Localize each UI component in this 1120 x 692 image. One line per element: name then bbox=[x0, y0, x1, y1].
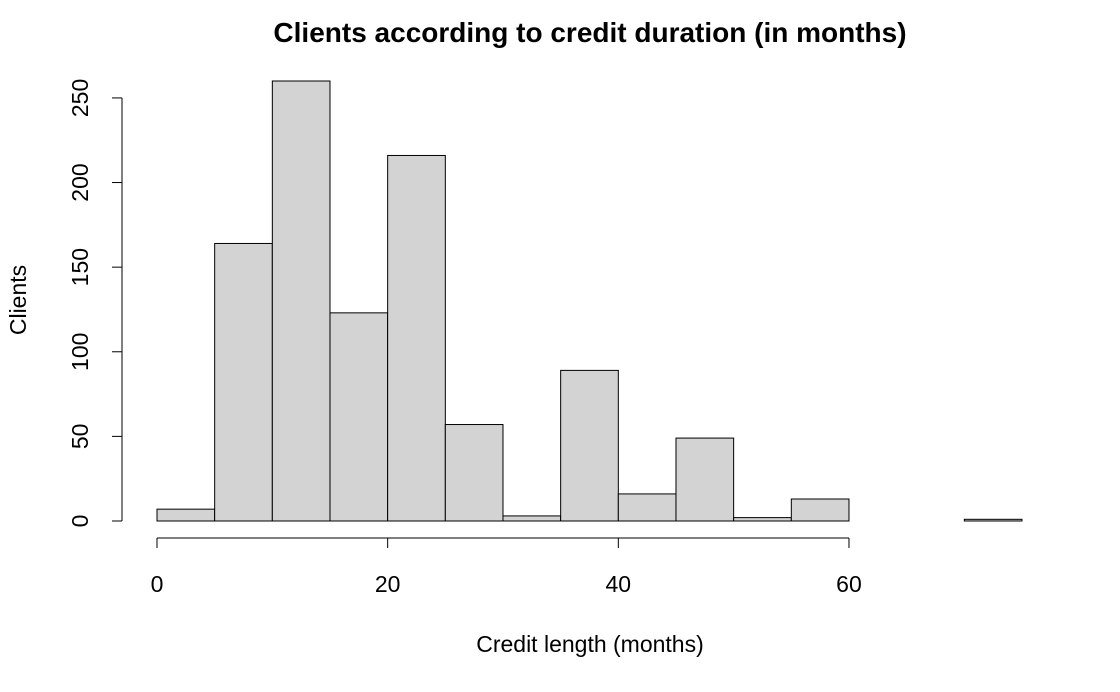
y-tick-label-2: 100 bbox=[67, 333, 93, 371]
y-tick-label-1: 50 bbox=[67, 424, 93, 450]
bar-3 bbox=[329, 312, 389, 522]
y-tick-label-4: 200 bbox=[67, 163, 93, 201]
bar-0 bbox=[156, 508, 216, 522]
y-tick-label-5: 250 bbox=[67, 79, 93, 117]
y-tick-label-0: 0 bbox=[67, 515, 93, 528]
x-axis-label: Credit length (months) bbox=[476, 631, 704, 657]
y-axis: 0 50 100 150 200 250 bbox=[67, 79, 123, 528]
bar-7 bbox=[560, 369, 619, 522]
y-tick-label-3: 150 bbox=[67, 248, 93, 286]
bar-9 bbox=[675, 437, 735, 522]
bars-group bbox=[156, 80, 1023, 522]
bar-14 bbox=[963, 518, 1023, 522]
bar-5 bbox=[444, 424, 504, 522]
bar-11 bbox=[790, 498, 850, 522]
x-tick-label-3: 60 bbox=[836, 571, 862, 597]
bar-10 bbox=[733, 517, 792, 522]
chart-title: Clients according to credit duration (in… bbox=[273, 17, 906, 48]
y-axis-label: Clients bbox=[5, 265, 31, 335]
x-tick-label-0: 0 bbox=[151, 571, 164, 597]
x-axis: 0 20 40 60 bbox=[151, 537, 862, 597]
bar-8 bbox=[617, 493, 677, 522]
bar-2 bbox=[271, 80, 331, 522]
bar-4 bbox=[387, 154, 446, 522]
bar-1 bbox=[214, 242, 273, 522]
x-tick-label-1: 20 bbox=[375, 571, 401, 597]
x-tick-label-2: 40 bbox=[606, 571, 632, 597]
bar-6 bbox=[502, 515, 562, 522]
